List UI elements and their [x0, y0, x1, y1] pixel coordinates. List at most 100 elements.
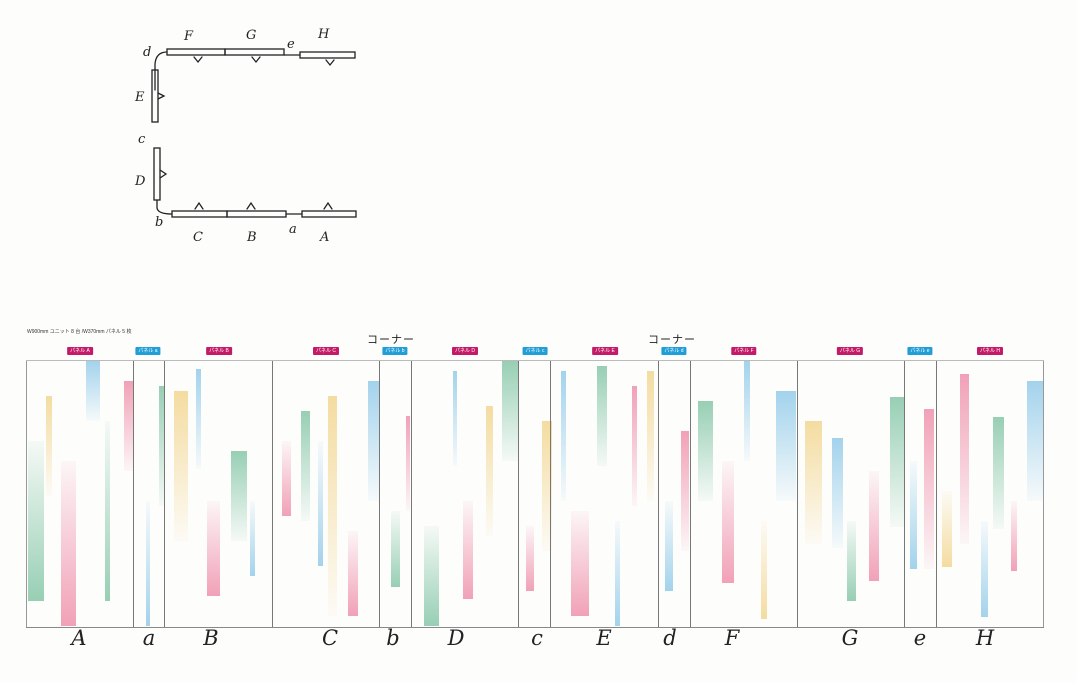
plan-label-H: H	[317, 27, 330, 42]
decorative-stripe	[159, 386, 164, 506]
decorative-stripe	[571, 511, 589, 616]
decorative-stripe	[196, 369, 201, 469]
decorative-stripe	[328, 396, 337, 616]
panel-divider	[797, 361, 798, 627]
panel-divider	[272, 361, 273, 627]
decorative-stripe	[86, 361, 100, 421]
panel-tag-5: パネル b	[382, 347, 408, 355]
panel-tag-12: パネル e	[907, 347, 933, 355]
elevation-label-D: D	[447, 626, 465, 650]
elevation-label-c: c	[531, 626, 543, 650]
plan-top-wall-H	[299, 51, 356, 59]
decorative-stripe	[1027, 381, 1043, 501]
panel-divider	[904, 361, 905, 627]
decorative-stripe	[406, 416, 410, 511]
plan-bottom-wall-B	[226, 210, 287, 218]
decorative-stripe	[174, 391, 188, 541]
elevation-label-b: b	[386, 626, 400, 650]
decorative-stripe	[105, 421, 110, 601]
decorative-stripe	[805, 421, 822, 544]
decorative-stripe	[207, 501, 220, 596]
decorative-stripe	[665, 501, 673, 591]
panel-tag-9: パネル d	[661, 347, 687, 355]
decorative-stripe	[890, 397, 904, 527]
elevation-label-B: B	[203, 626, 219, 650]
panel-divider	[936, 361, 937, 627]
decorative-stripe	[250, 501, 255, 576]
plan-left-wall-E	[151, 69, 159, 123]
floor-plan-sketch: F G e H d E c D b C B a A	[134, 27, 357, 245]
plan-label-D: D	[134, 174, 146, 189]
panel-tag-8: パネル E	[592, 347, 618, 355]
plan-label-A: A	[319, 230, 329, 245]
plan-label-B: B	[246, 230, 257, 245]
decorative-stripe	[46, 396, 52, 496]
plan-bottom-wall-C	[171, 210, 228, 218]
plan-label-d: d	[143, 45, 151, 60]
decorative-stripe	[542, 421, 552, 551]
panel-divider	[658, 361, 659, 627]
elevation-label-E: E	[596, 626, 612, 650]
decorative-stripe	[231, 451, 247, 541]
elevation-label-d: d	[663, 626, 677, 650]
decorative-stripe	[146, 501, 150, 626]
panel-divider	[164, 361, 165, 627]
panel-divider	[690, 361, 691, 627]
decorative-stripe	[282, 441, 291, 516]
panel-tag-7: パネル c	[522, 347, 548, 355]
decorative-stripe	[424, 526, 439, 626]
plan-label-C: C	[193, 230, 203, 245]
decorative-stripe	[597, 366, 607, 466]
panel-tag-1: パネル A	[67, 347, 93, 355]
decorative-stripe	[502, 361, 518, 461]
decorative-stripe	[391, 511, 400, 587]
decorative-stripe	[698, 401, 713, 501]
panel-divider	[518, 361, 519, 627]
decorative-stripe	[942, 491, 952, 567]
decorative-stripe	[28, 441, 44, 601]
decorative-stripe	[348, 531, 358, 616]
elevation-label-H: H	[975, 626, 995, 650]
panel-edge-left	[26, 361, 27, 627]
plan-corner-b	[156, 199, 173, 215]
decorative-stripe	[453, 371, 457, 466]
decorative-stripe	[744, 361, 750, 461]
plan-label-a: a	[289, 222, 297, 237]
decorative-stripe	[960, 374, 969, 544]
decorative-stripe	[776, 391, 796, 501]
corner-label-1: コーナー	[367, 333, 415, 346]
plan-corner-d	[154, 51, 168, 91]
decorative-stripe	[993, 417, 1004, 529]
decorative-stripe	[318, 441, 323, 566]
decorative-stripe	[832, 438, 843, 548]
elevation-label-A: A	[71, 626, 87, 650]
decorative-stripe	[486, 406, 493, 536]
panel-divider	[379, 361, 380, 627]
panel-tag-13: パネル H	[976, 347, 1004, 355]
panel-tag-6: パネル D	[451, 347, 479, 355]
decorative-stripe	[847, 521, 856, 601]
corner-label-2: コーナー	[648, 333, 696, 346]
elevation-label-e: e	[913, 626, 927, 650]
plan-top-wall-G	[224, 48, 285, 56]
elevation-panels	[26, 360, 1044, 628]
plan-label-F: F	[183, 29, 194, 44]
decorative-stripe	[981, 521, 988, 617]
decorative-stripe	[869, 471, 879, 581]
panel-tag-2: パネル a	[135, 347, 161, 355]
panel-tag-row: パネル A パネル a パネル B パネル C パネル b パネル D パネル c パネル E…	[0, 347, 1077, 357]
plan-bottom-wall-A	[301, 210, 357, 218]
elevation-label-a: a	[142, 626, 156, 650]
elevation-label-F: F	[724, 626, 740, 650]
plan-label-e: e	[287, 37, 295, 52]
plan-label-E: E	[134, 90, 145, 105]
decorative-stripe	[647, 371, 654, 501]
panel-divider	[133, 361, 134, 627]
decorative-stripe	[301, 411, 310, 521]
panel-divider	[411, 361, 412, 627]
plan-left-wall-D	[153, 147, 161, 201]
decorative-stripe	[61, 461, 76, 626]
plan-label-c: c	[138, 132, 146, 147]
panel-tag-4: パネル C	[312, 347, 340, 355]
